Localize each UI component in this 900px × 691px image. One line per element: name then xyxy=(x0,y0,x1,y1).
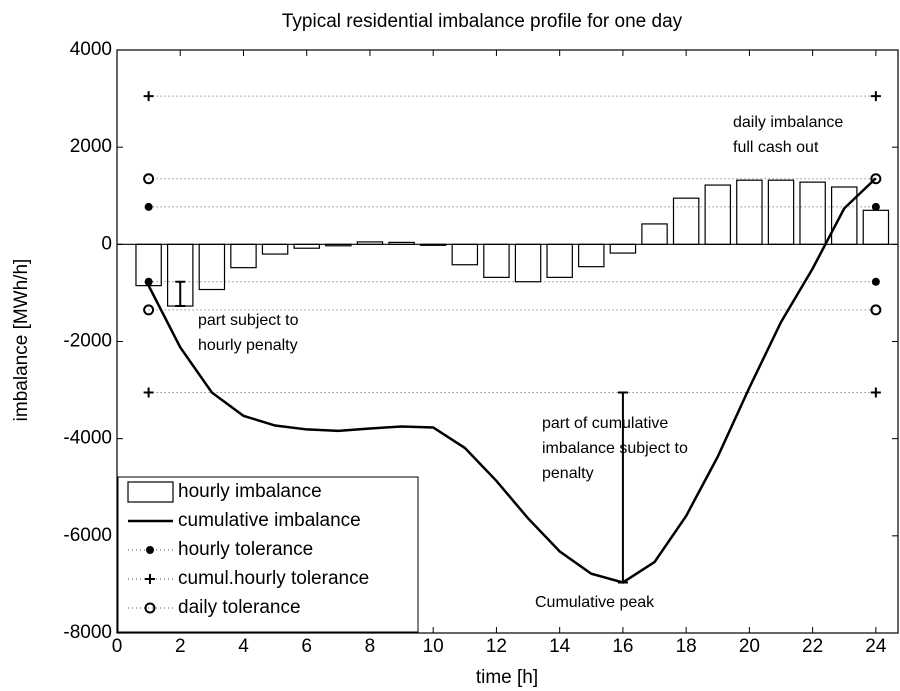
annotation: Cumulative peak xyxy=(535,594,655,611)
bar xyxy=(609,243,637,254)
x-tick-label: 24 xyxy=(865,636,887,657)
tolerance-marker xyxy=(143,173,155,185)
penalty-bar xyxy=(617,391,628,584)
bar xyxy=(578,243,605,268)
bar xyxy=(672,197,700,245)
chart-title: Typical residential imbalance profile fo… xyxy=(282,11,683,32)
y-tick-label: 4000 xyxy=(70,39,112,60)
penalty-bar xyxy=(175,280,186,308)
legend-swatch xyxy=(146,546,154,554)
y-axis-label: imbalance [MWh/h] xyxy=(11,259,32,422)
annotation: penalty xyxy=(542,465,594,482)
bar xyxy=(641,223,668,245)
bar xyxy=(767,179,795,245)
bar xyxy=(198,243,226,291)
bar xyxy=(862,209,890,245)
bar xyxy=(830,186,858,245)
bar xyxy=(325,243,352,247)
x-tick-label: 10 xyxy=(423,636,444,657)
annotation: part subject to xyxy=(198,312,299,329)
legend-label: cumul.hourly tolerance xyxy=(178,568,369,589)
x-axis-label: time [h] xyxy=(476,667,538,688)
y-tick-label: 0 xyxy=(101,233,112,254)
annotation: imbalance subject to xyxy=(542,440,688,457)
bar xyxy=(356,241,384,245)
legend-swatch xyxy=(145,574,155,584)
bar xyxy=(704,184,732,245)
y-tick-label: -6000 xyxy=(63,525,112,546)
x-tick-label: 6 xyxy=(301,636,312,657)
bar xyxy=(514,243,542,283)
tolerance-marker xyxy=(143,304,155,316)
tolerance-marker xyxy=(144,202,153,211)
annotation: hourly penalty xyxy=(198,337,298,354)
legend-box xyxy=(117,476,419,633)
line xyxy=(147,177,877,584)
x-tick-label: 20 xyxy=(739,636,760,657)
x-tick-label: 8 xyxy=(365,636,376,657)
annotation: daily imbalance xyxy=(733,114,843,131)
legend-label: hourly imbalance xyxy=(178,481,322,502)
tolerance-marker xyxy=(870,91,881,102)
legend-swatch xyxy=(144,602,156,614)
tolerance-marker xyxy=(870,387,881,398)
x-tick-label: 18 xyxy=(676,636,697,657)
x-tick-label: 2 xyxy=(175,636,186,657)
bar xyxy=(419,243,447,246)
bar xyxy=(799,181,826,245)
bar xyxy=(736,179,763,245)
bar xyxy=(546,243,573,278)
annotation: full cash out xyxy=(733,139,819,156)
x-tick-label: 22 xyxy=(802,636,823,657)
tolerance-marker xyxy=(144,277,153,286)
x-tick-label: 4 xyxy=(238,636,249,657)
tolerance-marker xyxy=(143,91,154,102)
y-tick-label: -2000 xyxy=(63,331,112,352)
tolerance-marker xyxy=(143,387,154,398)
y-tick-label: 2000 xyxy=(70,136,112,157)
tolerance-marker xyxy=(870,304,882,316)
bar xyxy=(483,243,510,278)
bar xyxy=(388,241,415,245)
x-tick-label: 12 xyxy=(486,636,507,657)
bar xyxy=(261,243,289,255)
x-tick-label: 14 xyxy=(549,636,571,657)
tolerance-marker xyxy=(870,173,882,185)
bar xyxy=(135,243,162,287)
legend-label: cumulative imbalance xyxy=(178,510,361,531)
y-tick-label: -8000 xyxy=(63,622,112,643)
legend-label: daily tolerance xyxy=(178,597,301,618)
bar xyxy=(451,243,479,266)
bar xyxy=(230,243,257,269)
bar xyxy=(293,243,320,249)
plot-frame xyxy=(116,49,899,634)
tolerance-marker xyxy=(871,277,880,286)
x-tick-label: 0 xyxy=(112,636,123,657)
tolerance-marker xyxy=(871,202,880,211)
annotation: part of cumulative xyxy=(542,415,668,432)
legend-label: hourly tolerance xyxy=(178,539,313,560)
x-tick-label: 16 xyxy=(612,636,633,657)
y-tick-label: -4000 xyxy=(63,428,112,449)
legend-swatch xyxy=(127,481,174,503)
